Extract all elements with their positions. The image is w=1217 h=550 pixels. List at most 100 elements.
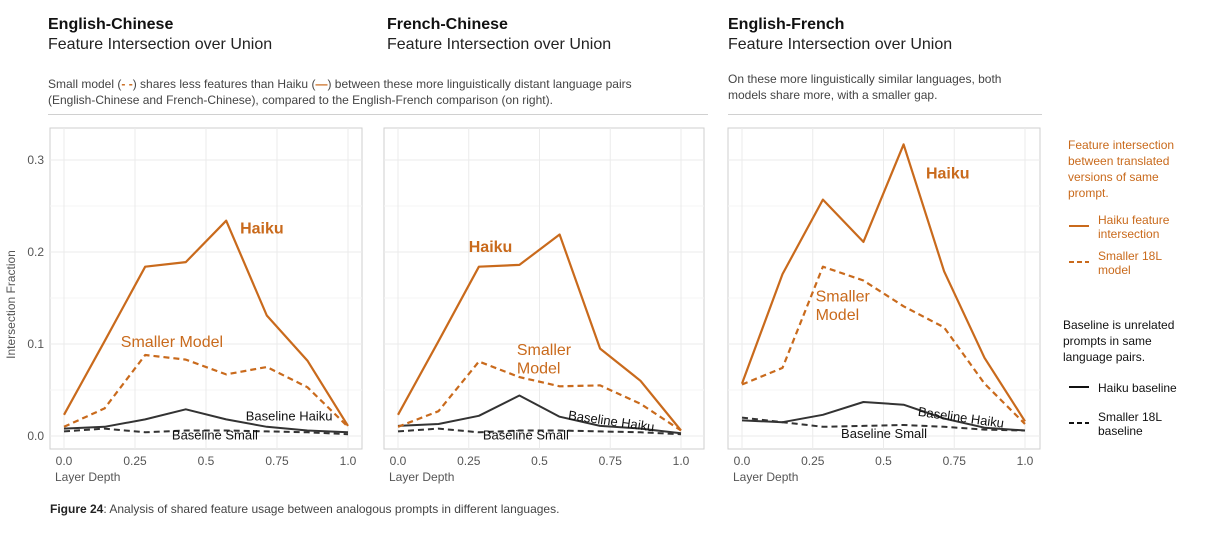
data-point: [478, 360, 480, 362]
legend-small-baseline: Smaller 18L baseline: [1098, 409, 1208, 439]
data-point: [437, 410, 439, 412]
y-axis-label: Intersection Fraction: [4, 250, 18, 359]
x-tick-label: 0.75: [599, 454, 623, 468]
series-line-haiku: [740, 143, 1026, 422]
series-line-baseline-haiku: [741, 401, 1026, 432]
legend-black-title: Baseline is unrelated prompts in same la…: [1063, 317, 1213, 365]
data-point: [185, 408, 187, 410]
data-point: [185, 261, 187, 263]
series-line-baseline-small: [63, 427, 349, 436]
data-point: [518, 394, 520, 396]
data-point: [943, 326, 945, 328]
x-tick-label: 0.0: [734, 454, 751, 468]
data-point: [478, 266, 480, 268]
data-point: [144, 418, 146, 420]
data-point: [225, 373, 227, 375]
data-point: [599, 384, 601, 386]
x-axis-label: Layer Depth: [733, 470, 798, 484]
annotation-label: Baseline Haiku: [246, 408, 333, 423]
data-point: [1024, 420, 1026, 422]
y-tick-label: 0.3: [27, 153, 44, 167]
series-line-smaller-model: [397, 360, 682, 432]
annotation-label: Haiku: [926, 165, 970, 182]
description-right-line1: On these more linguistically similar lan…: [728, 72, 1002, 86]
data-point: [478, 431, 480, 433]
data-point: [781, 273, 783, 275]
data-point: [144, 354, 146, 356]
chart-panel-3: 0.0 0.25 0.5 0.75 1.0 Layer Depth Haiku Smaller…: [727, 127, 1041, 484]
data-point: [680, 429, 682, 431]
data-point: [902, 404, 904, 406]
legend-item-line: Smaller 18L: [1098, 249, 1163, 263]
data-point: [63, 430, 65, 432]
description-left: Small model (- -) shares less features t…: [48, 76, 708, 108]
x-tick-label: 1.0: [340, 454, 357, 468]
data-point: [478, 415, 480, 417]
description-right-rule: [728, 114, 1042, 115]
legend-haiku-solid-swatch: [1069, 225, 1089, 227]
series-line-haiku: [63, 219, 349, 427]
data-point: [822, 426, 824, 428]
data-point: [1024, 423, 1026, 425]
data-point: [862, 401, 864, 403]
legend-item-line: Haiku feature: [1098, 213, 1170, 227]
data-point: [266, 366, 268, 368]
description-left-line2: (English-Chinese and French-Chinese), co…: [48, 93, 553, 107]
data-point: [266, 430, 268, 432]
data-point: [943, 426, 945, 428]
x-tick-label: 0.25: [457, 454, 481, 468]
annotation-label: Haiku: [240, 221, 284, 238]
annotation-label: Smaller Model: [121, 334, 223, 351]
panel-3-subtitle: Feature Intersection over Union: [728, 36, 953, 53]
data-point: [599, 347, 601, 349]
series-line-haiku: [397, 233, 682, 432]
x-tick-label: 0.75: [943, 454, 967, 468]
data-point: [397, 430, 399, 432]
data-point: [397, 426, 399, 428]
annotation-label: Haiku: [469, 239, 513, 256]
legend-item-line: Smaller 18L: [1098, 410, 1163, 424]
legend-small-dashed-swatch: [1069, 261, 1089, 263]
legend-orange-title-line: between translated: [1068, 154, 1170, 168]
legend-orange-title-line: versions of same: [1068, 170, 1159, 184]
legend-orange-title-line: prompt.: [1068, 186, 1109, 200]
annotation-label: Smaller: [816, 289, 871, 306]
data-point: [558, 233, 560, 235]
legend-item-line: baseline: [1098, 424, 1143, 438]
data-point: [518, 264, 520, 266]
annotation-label: Model: [816, 307, 860, 324]
data-point: [347, 425, 349, 427]
data-point: [862, 241, 864, 243]
chart-panel-1: 0.0 0.25 0.5 0.75 1.0 Layer Depth 0.0 0.1 0.2 0.3…: [4, 127, 363, 484]
data-point: [902, 143, 904, 145]
description-left-rule: [48, 114, 708, 115]
series-line-baseline-haiku: [63, 408, 349, 434]
figure-caption-label: Figure 24: [50, 502, 104, 516]
series-line-smaller-model: [741, 265, 1026, 425]
annotation-label: Smaller: [517, 342, 572, 359]
x-axis-label: Layer Depth: [389, 470, 454, 484]
description-right: On these more linguistically similar lan…: [728, 71, 1048, 103]
y-tick-label: 0.1: [27, 337, 44, 351]
data-point: [437, 423, 439, 425]
data-point: [983, 428, 985, 430]
data-point: [103, 340, 105, 342]
data-point: [822, 414, 824, 416]
data-point: [680, 433, 682, 435]
x-axis-label: Layer Depth: [55, 470, 120, 484]
x-tick-label: 0.5: [531, 454, 548, 468]
description-right-line2: models share more, with a smaller gap.: [728, 88, 938, 102]
legend-orange-title-line: Feature intersection: [1068, 138, 1175, 152]
data-point: [306, 431, 308, 433]
annotation-label: Baseline Small: [483, 428, 569, 443]
data-point: [306, 359, 308, 361]
x-tick-label: 0.25: [123, 454, 147, 468]
plot-area: [383, 127, 705, 450]
series-line-smaller-model: [63, 353, 349, 428]
data-point: [741, 382, 743, 384]
data-point: [741, 416, 743, 418]
legend-item-line: intersection: [1098, 227, 1160, 241]
legend-item-line: Haiku baseline: [1098, 381, 1177, 395]
data-point: [822, 198, 824, 200]
